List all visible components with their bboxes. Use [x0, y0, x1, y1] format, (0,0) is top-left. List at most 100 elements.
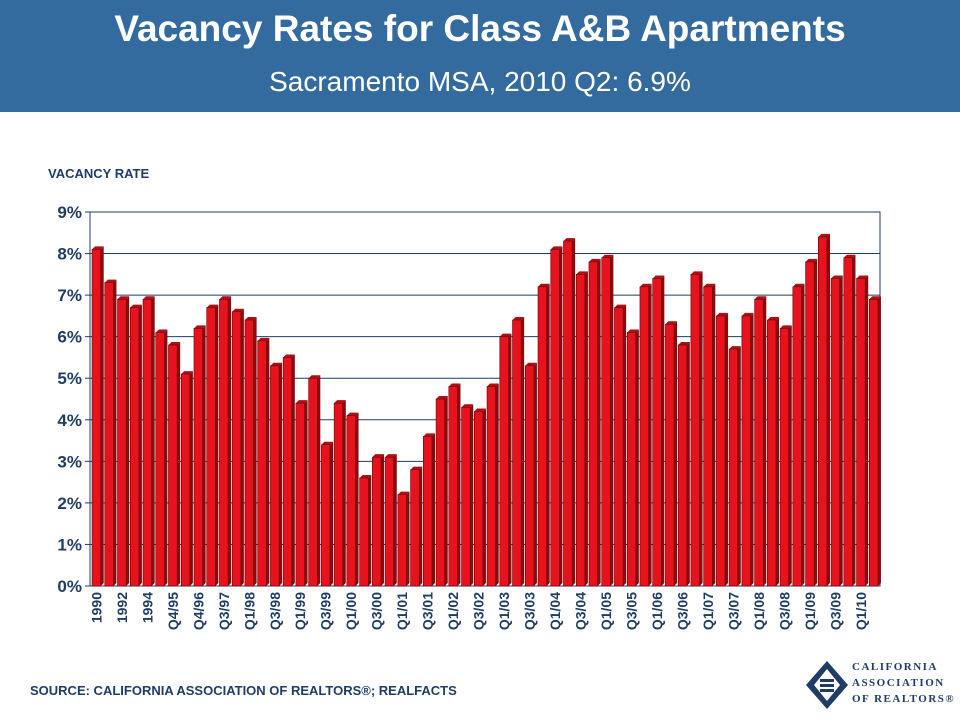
- bar-top: [550, 246, 563, 250]
- x-tick-label: Q1/03: [496, 592, 512, 630]
- bar-top: [130, 304, 142, 308]
- bar-top: [780, 325, 792, 329]
- bar-top: [805, 258, 818, 262]
- bar-side: [419, 466, 423, 586]
- bar-top: [754, 296, 767, 300]
- y-tick-label: 5%: [57, 369, 82, 388]
- y-tick-label: 2%: [57, 494, 82, 513]
- x-tick-label: 1990: [88, 592, 104, 623]
- bar-side: [240, 308, 244, 586]
- bar-side: [648, 283, 652, 586]
- x-tick-label: Q1/07: [700, 592, 716, 630]
- bar-side: [368, 474, 372, 586]
- bar-side: [533, 362, 537, 586]
- bar-side: [189, 371, 193, 586]
- bar-side: [865, 275, 869, 586]
- bar-top: [639, 283, 652, 287]
- bar: [206, 307, 216, 587]
- bar: [359, 477, 369, 587]
- x-tick-label: Q1/04: [547, 592, 563, 630]
- bar: [843, 257, 853, 587]
- bar-side: [266, 337, 270, 586]
- bar: [257, 340, 267, 587]
- bar-side: [482, 408, 486, 586]
- y-tick-label: 6%: [57, 328, 82, 347]
- bar: [830, 278, 841, 587]
- bar: [856, 278, 866, 587]
- bar-side: [661, 275, 665, 586]
- bar-side: [572, 238, 576, 586]
- x-tick-label: Q3/03: [522, 592, 538, 630]
- bar: [282, 357, 293, 587]
- source-note: SOURCE: CALIFORNIA ASSOCIATION OF REALTO…: [30, 683, 457, 698]
- bar: [193, 328, 203, 587]
- bar-top: [181, 371, 193, 375]
- y-tick-label: 1%: [57, 535, 82, 554]
- bar-top: [334, 400, 346, 404]
- bar-top: [448, 383, 461, 387]
- bar-top: [499, 333, 512, 337]
- bar-side: [686, 341, 690, 586]
- bar-top: [869, 296, 881, 300]
- bar: [244, 319, 254, 587]
- bar: [677, 344, 688, 587]
- bar-side: [291, 354, 295, 586]
- bar-top: [703, 283, 716, 287]
- bar-top: [741, 312, 754, 316]
- bar-side: [725, 312, 729, 586]
- bar: [652, 278, 662, 587]
- bar-side: [776, 317, 780, 586]
- x-tick-label: Q1/02: [445, 592, 461, 630]
- bar-side: [814, 258, 818, 586]
- bar: [461, 407, 471, 587]
- bar-top: [461, 404, 474, 408]
- bar-side: [763, 296, 767, 586]
- bar-top: [206, 304, 219, 308]
- x-tick-label: Q1/01: [394, 592, 410, 630]
- bar: [779, 328, 790, 587]
- bar-side: [304, 400, 308, 586]
- bar-side: [699, 271, 703, 586]
- bar: [129, 307, 140, 587]
- bar-top: [321, 441, 334, 445]
- bar-side: [737, 346, 741, 586]
- bar: [639, 286, 649, 587]
- x-tick-label: Q3/99: [318, 592, 334, 630]
- bar: [537, 286, 547, 587]
- bar-side: [317, 375, 321, 586]
- bar-top: [143, 296, 155, 300]
- bar-side: [355, 412, 359, 586]
- bar-top: [767, 317, 780, 321]
- bar: [473, 411, 484, 587]
- bar-top: [678, 341, 690, 345]
- bar-top: [525, 362, 537, 366]
- y-tick-label: 4%: [57, 411, 82, 430]
- x-tick-label: Q4/95: [165, 592, 181, 630]
- bar-top: [257, 337, 270, 341]
- bar-side: [584, 271, 588, 586]
- bar-side: [215, 304, 219, 586]
- bar-side: [610, 254, 614, 586]
- bar-top: [831, 275, 843, 279]
- x-tick-label: Q3/97: [216, 592, 232, 630]
- bar-side: [635, 329, 639, 586]
- bar: [384, 456, 395, 587]
- bar-top: [588, 258, 601, 262]
- bar: [741, 315, 751, 587]
- bar-top: [436, 396, 448, 399]
- bar-top: [856, 275, 869, 279]
- x-tick-label: Q1/10: [853, 592, 869, 630]
- bar: [219, 298, 229, 587]
- bar-side: [546, 283, 550, 586]
- bar: [91, 249, 102, 587]
- bar-top: [729, 346, 741, 350]
- bar-top: [665, 321, 678, 325]
- bar: [155, 332, 165, 587]
- bar-top: [308, 375, 321, 379]
- bar-top: [104, 279, 117, 283]
- bar: [321, 444, 331, 587]
- vacancy-rate-bar-chart: 0% 1% 2% 3% 4% 5% 6% 7% 8% 9% 1990 1992 1994 Q4/95 Q4/…: [57, 203, 881, 630]
- bar-top: [843, 254, 856, 258]
- bar-side: [126, 296, 130, 586]
- bar-top: [359, 474, 372, 478]
